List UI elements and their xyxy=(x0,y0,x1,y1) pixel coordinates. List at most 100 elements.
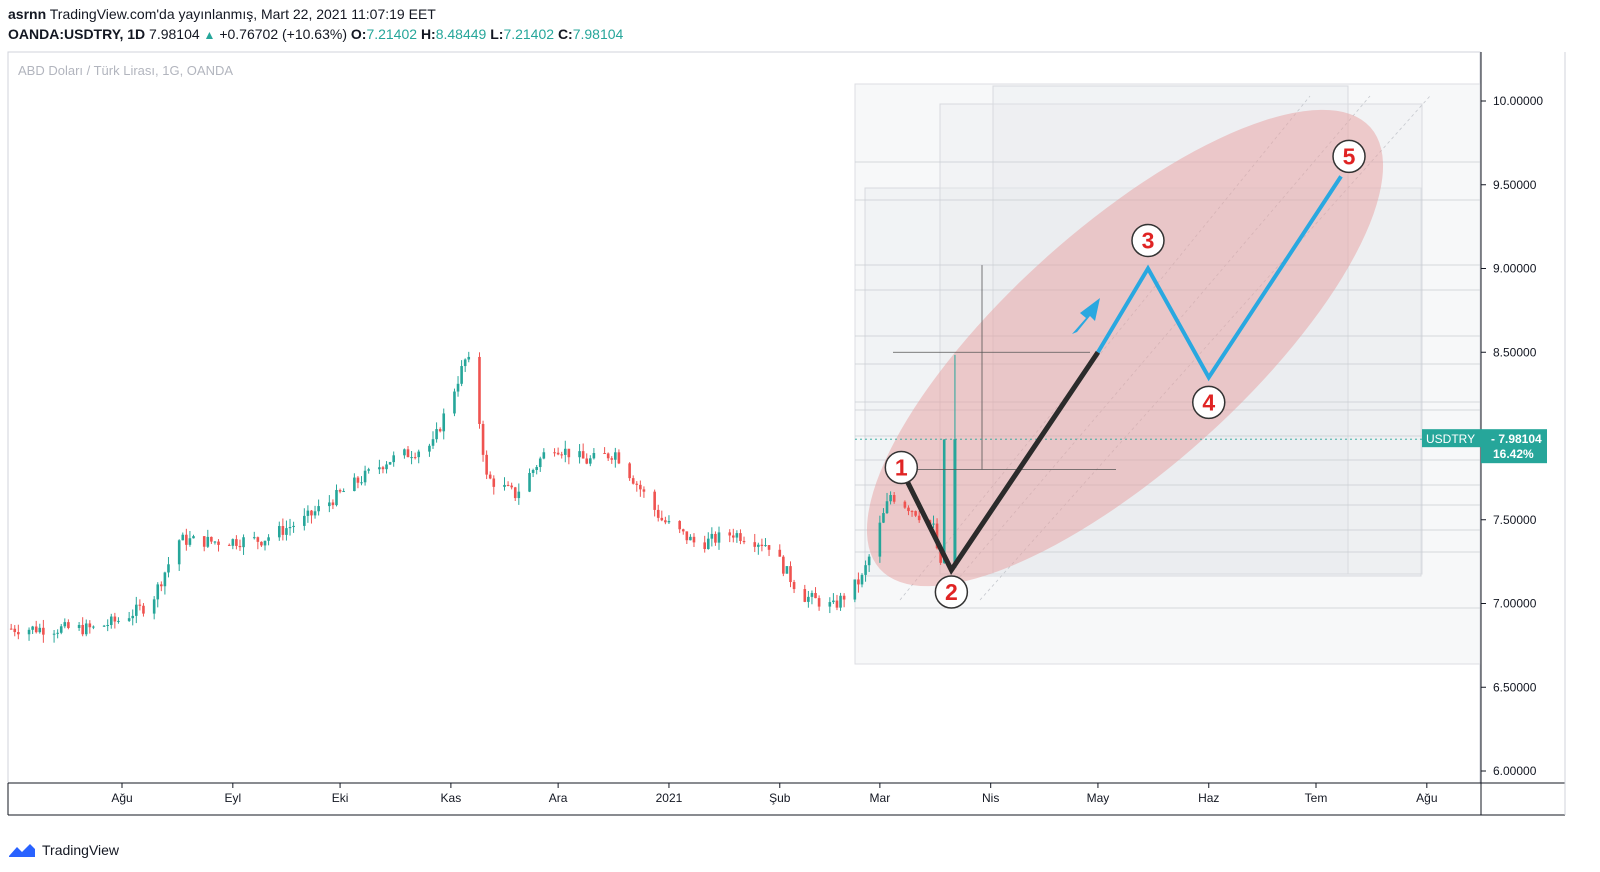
candle-body xyxy=(410,457,413,459)
candle-body xyxy=(681,529,685,532)
candle-body xyxy=(338,489,342,492)
candle-body xyxy=(188,538,192,545)
x-tick-label: Haz xyxy=(1198,791,1219,805)
candle-body xyxy=(488,474,492,479)
wave-label-4: 4 xyxy=(1202,389,1215,415)
candle-body xyxy=(331,502,335,506)
candle-body xyxy=(92,626,95,628)
candle-body xyxy=(163,572,167,587)
candle-body xyxy=(263,540,267,546)
x-tick-label: May xyxy=(1087,791,1110,805)
candle-body xyxy=(88,623,92,628)
candle-body xyxy=(438,429,442,432)
candle-body xyxy=(192,536,195,539)
candle-body xyxy=(517,491,521,499)
candle-body xyxy=(814,593,817,599)
candle-body xyxy=(563,448,567,455)
candle-body xyxy=(67,622,70,628)
candle-body xyxy=(581,451,585,459)
wave-3-5-line xyxy=(1096,175,1343,382)
candle-body xyxy=(567,448,571,458)
candle-body xyxy=(889,495,892,502)
author-name[interactable]: asrnn xyxy=(8,6,47,22)
wave-label-5: 5 xyxy=(1343,143,1356,169)
candle-body xyxy=(138,604,142,606)
candle-body xyxy=(413,457,417,459)
y-tick-label: 7.00000 xyxy=(1493,597,1537,611)
candle-body xyxy=(592,453,596,459)
wave-label-circle xyxy=(934,575,969,609)
candle-body xyxy=(556,452,560,455)
candle-body xyxy=(917,515,921,521)
candle-body xyxy=(882,513,885,523)
candle-body xyxy=(842,595,846,600)
candle-body xyxy=(342,491,345,493)
symbol-tag-label: USDTRY xyxy=(1426,432,1475,446)
candle-body xyxy=(317,506,320,512)
wave-label-circle xyxy=(1131,223,1165,258)
candle-body xyxy=(177,540,181,565)
y-tick-label: 10.00000 xyxy=(1493,94,1543,108)
candle-body xyxy=(606,453,610,459)
x-tick-label: Eki xyxy=(332,791,349,805)
high-label: H: xyxy=(420,26,436,42)
candle-body xyxy=(614,452,617,460)
candle-body xyxy=(739,533,742,541)
candle-body xyxy=(728,532,732,536)
candle-body xyxy=(392,455,395,463)
candle-body xyxy=(628,463,631,479)
x-tick-label: 2021 xyxy=(656,791,683,805)
candle-body xyxy=(857,579,860,585)
candle-body xyxy=(760,544,764,547)
candle-body xyxy=(406,449,410,458)
candle-body xyxy=(306,510,310,516)
candle-body xyxy=(417,451,421,458)
candle-body xyxy=(753,542,757,547)
up-triangle-icon: ▲ xyxy=(203,28,216,42)
candle-body xyxy=(731,535,735,538)
candle-body xyxy=(453,391,456,414)
candle-body xyxy=(789,566,792,583)
candle-body xyxy=(313,511,317,516)
candle-body xyxy=(277,526,281,538)
candle-body xyxy=(803,589,807,602)
candle-body xyxy=(828,602,832,607)
wave-label-2: 2 xyxy=(945,579,958,605)
candle-body xyxy=(185,534,188,545)
x-tick-label: Nis xyxy=(982,791,999,805)
last-candle-body xyxy=(953,439,957,568)
candle-body xyxy=(42,627,45,635)
candle-body xyxy=(714,533,717,543)
candle-body xyxy=(832,600,835,603)
candle-body xyxy=(817,598,821,607)
candle-body xyxy=(356,477,360,483)
y-tick-label: 6.50000 xyxy=(1493,680,1537,694)
candle-body xyxy=(914,511,917,516)
tradingview-brand[interactable]: TradingView xyxy=(42,842,120,858)
candle-body xyxy=(442,413,446,432)
candle-body xyxy=(485,454,488,475)
candle-body xyxy=(553,452,556,454)
candle-body xyxy=(460,366,463,384)
candle-body xyxy=(113,616,117,622)
candle-body xyxy=(535,467,538,470)
x-tick-label: Eyl xyxy=(224,791,241,805)
candle-body xyxy=(134,604,138,616)
candle-body xyxy=(942,439,946,563)
candle-body xyxy=(639,484,642,490)
y-tick-label: 8.50000 xyxy=(1493,345,1537,359)
open-label: O: xyxy=(350,26,367,42)
candle-body xyxy=(689,536,692,541)
candle-body xyxy=(463,359,467,367)
candle-body xyxy=(403,449,406,456)
close-label: C: xyxy=(557,26,573,42)
x-tick-label: Mar xyxy=(870,791,891,805)
candle-body xyxy=(17,632,20,635)
candle-body xyxy=(102,625,106,627)
candle-body xyxy=(206,536,210,547)
candle-body xyxy=(242,537,245,548)
candle-body xyxy=(231,539,235,546)
candle-body xyxy=(252,537,256,539)
candle-body xyxy=(303,515,306,526)
